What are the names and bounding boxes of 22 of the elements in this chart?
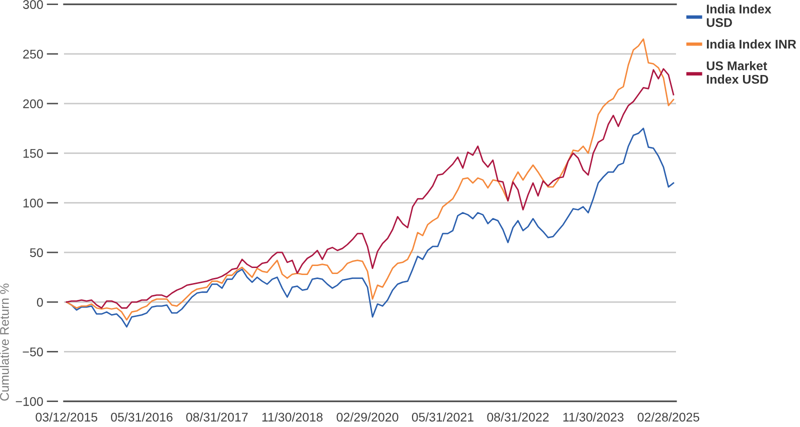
y-tick-label: −50 [22, 347, 43, 356]
legend-label: India Index USD [706, 4, 772, 27]
y-axis-title: Cumulative Return % [0, 284, 9, 401]
x-tick-label: 08/31/2022 [487, 412, 549, 422]
x-tick-label: 11/30/2018 [262, 412, 323, 422]
y-tick-label: 200 [23, 99, 43, 108]
x-tick-label: 05/31/2016 [110, 412, 172, 422]
legend-label: US Market Index USD [706, 61, 768, 84]
x-tick-label: 11/30/2023 [563, 412, 624, 422]
y-tick-label: 150 [24, 148, 43, 158]
x-tick-label: 02/28/2025 [638, 412, 700, 422]
x-tick-label: 05/31/2021 [412, 412, 474, 422]
y-tick-label: 300 [23, 0, 43, 9]
x-tick-label: 08/31/2017 [186, 412, 248, 422]
y-tick-label: 0 [36, 298, 43, 307]
x-tick-label: 02/29/2020 [336, 412, 398, 422]
y-tick-label: 100 [24, 198, 43, 208]
y-tick-label: −100 [16, 397, 43, 406]
y-tick-label: 50 [30, 248, 43, 258]
legend-label: India Index INR [706, 39, 796, 49]
y-tick-label: 250 [23, 50, 43, 59]
x-tick-label: 03/12/2015 [36, 412, 98, 422]
